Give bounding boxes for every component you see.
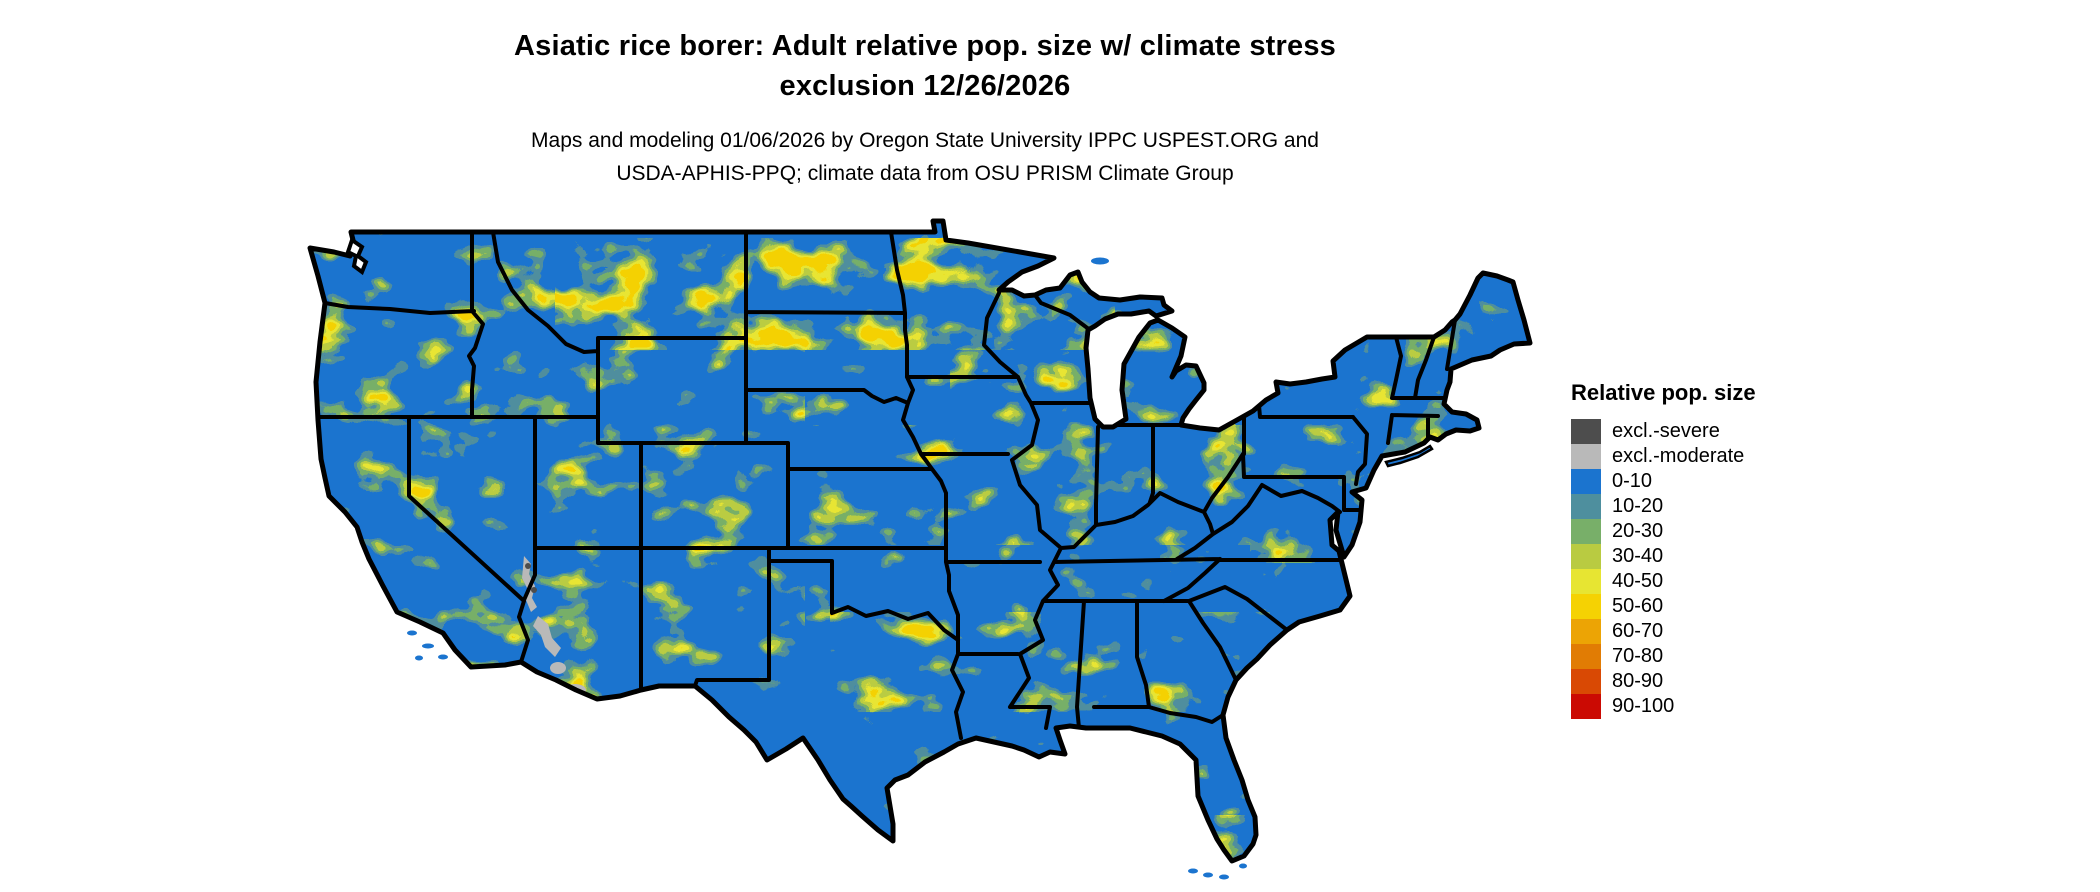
map-land-layers xyxy=(310,221,1530,861)
legend-swatch-10-20 xyxy=(1571,494,1601,519)
legend-item: 0-10 xyxy=(1571,469,1756,494)
florida-keys xyxy=(1188,863,1247,880)
legend-item: excl.-moderate xyxy=(1571,444,1756,469)
page-title: Asiatic rice borer: Adult relative pop. … xyxy=(320,26,1530,106)
legend-item: 70-80 xyxy=(1571,644,1756,669)
legend-item: 40-50 xyxy=(1571,569,1756,594)
channel-islands xyxy=(407,630,448,661)
legend-swatch-70-80 xyxy=(1571,644,1601,669)
legend-item: 90-100 xyxy=(1571,694,1756,719)
legend-item: 50-60 xyxy=(1571,594,1756,619)
legend-item: excl.-severe xyxy=(1571,419,1756,444)
legend-item-label: 60-70 xyxy=(1612,620,1664,642)
legend-item: 30-40 xyxy=(1571,544,1756,569)
map-attribution-line2: USDA-APHIS-PPQ; climate data from OSU PR… xyxy=(616,162,1234,185)
legend-item-label: 30-40 xyxy=(1612,545,1664,567)
map-title-line2: exclusion 12/26/2026 xyxy=(779,70,1071,102)
legend-swatch-20-30 xyxy=(1571,519,1601,544)
exclusion-severe-dots xyxy=(525,563,537,593)
puget-sound-inlet xyxy=(345,236,369,276)
legend-swatch-40-50 xyxy=(1571,569,1601,594)
legend-item-label: 90-100 xyxy=(1612,695,1675,717)
legend-item: 60-70 xyxy=(1571,619,1756,644)
legend-title: Relative pop. size xyxy=(1571,380,1756,405)
legend-item: 20-30 xyxy=(1571,519,1756,544)
legend-item-label: excl.-severe xyxy=(1612,420,1720,442)
legend-item-label: 0-10 xyxy=(1612,470,1653,492)
legend-swatch-50-60 xyxy=(1571,594,1601,619)
legend-swatch-excl-severe xyxy=(1571,419,1601,444)
noise-layer-midband xyxy=(790,425,1270,545)
legend-item-label: 80-90 xyxy=(1612,670,1664,692)
legend-swatch-excl-moderate xyxy=(1571,444,1601,469)
noise-layer-southband xyxy=(830,612,1270,712)
legend-item-label: 50-60 xyxy=(1612,595,1664,617)
legend-item-label: excl.-moderate xyxy=(1612,445,1745,467)
map-title-line1: Asiatic rice borer: Adult relative pop. … xyxy=(513,30,1336,62)
legend-item-label: 20-30 xyxy=(1612,520,1664,542)
legend-swatch-60-70 xyxy=(1571,619,1601,644)
legend-item-label: 70-80 xyxy=(1612,645,1664,667)
legend-item-label: 40-50 xyxy=(1612,570,1664,592)
legend-item: 80-90 xyxy=(1571,669,1756,694)
state-borders xyxy=(315,230,1457,740)
legend-item-label: 10-20 xyxy=(1612,495,1664,517)
long-island xyxy=(1384,444,1434,468)
map-attribution: Maps and modeling 01/06/2026 by Oregon S… xyxy=(320,124,1530,190)
legend-swatch-0-10 xyxy=(1571,469,1601,494)
legend-swatch-80-90 xyxy=(1571,669,1601,694)
isle-royale-island xyxy=(1091,257,1109,265)
legend-item: 10-20 xyxy=(1571,494,1756,519)
legend-swatch-30-40 xyxy=(1571,544,1601,569)
map-legend: Relative pop. size excl.-severe excl.-mo… xyxy=(1571,380,1756,719)
legend-swatch-90-100 xyxy=(1571,694,1601,719)
map-attribution-line1: Maps and modeling 01/06/2026 by Oregon S… xyxy=(531,129,1319,152)
